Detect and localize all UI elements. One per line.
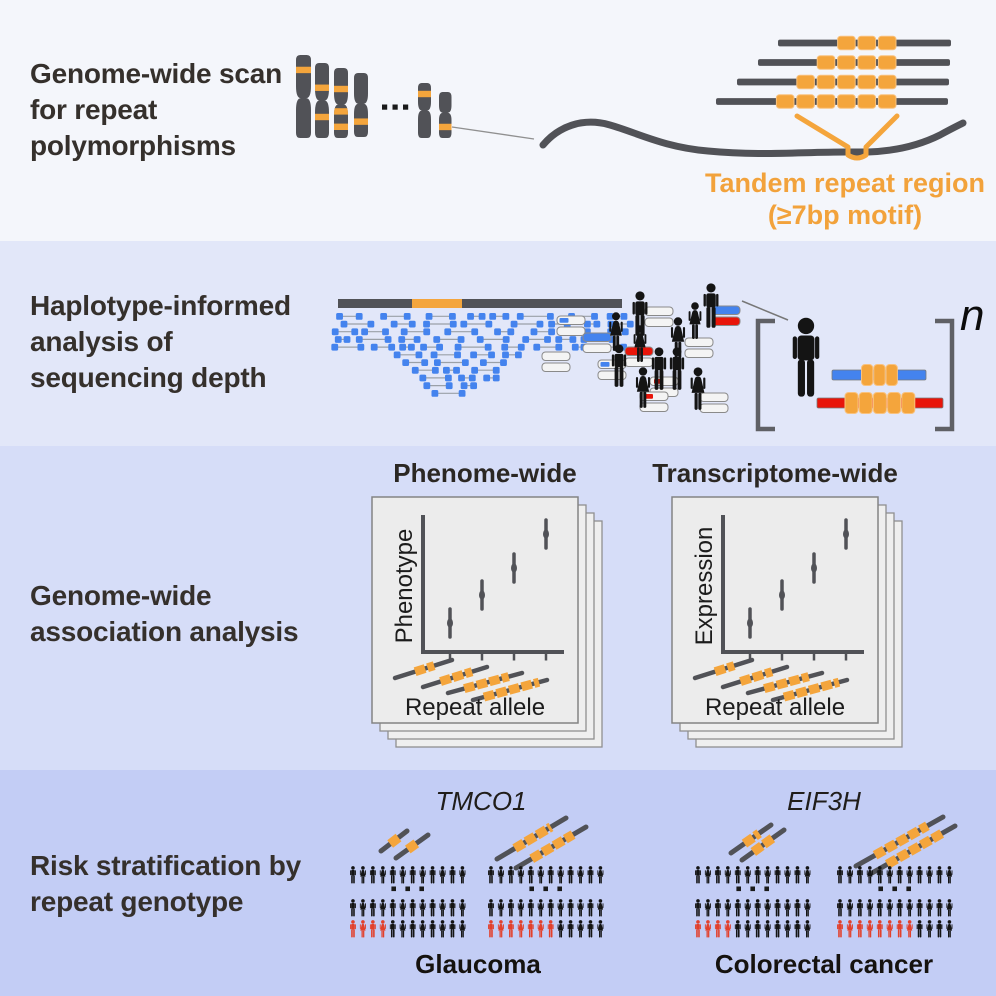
tandem-caption-line2: (≥7bp motif) [767,199,923,230]
panel2-title: Haplotype-informed analysis of sequencin… [30,290,291,393]
phenome-card-title: Phenome-wide [393,458,577,488]
individual-haplotypes-graphic [755,317,955,432]
repeat-allele-axis-label-2: Repeat allele [704,694,846,721]
phenotype-axis-label: Phenotype [391,528,418,644]
gene-label-tmco1: TMCO1 [435,786,527,816]
panel1-title: Genome-wide scan for repeat polymorphism… [30,58,282,161]
tandem-caption: Tandem repeat region (≥7bp motif) [690,168,996,232]
chromosomes-graphic [296,55,535,140]
risk-group-crowds-graphic [350,814,958,938]
disease-label-colorectal: Colorectal cancer [714,949,934,979]
tandem-caption-line1: Tandem repeat region [704,168,986,198]
tandem-repeat-region-graphic [539,35,967,161]
panel3-title: Genome-wide association analysis [30,580,299,647]
cohort-crowd-graphic [541,283,789,413]
transcriptome-card-title: Transcriptome-wide [652,458,898,488]
panel-risk-stratification [0,770,996,996]
sample-size-n-label: n [960,291,985,340]
panel4-title: Risk stratification by repeat genotype [30,850,302,917]
repeat-allele-axis-label-1: Repeat allele [404,694,546,721]
expression-axis-label: Expression [691,526,718,646]
gene-label-eif3h: EIF3H [787,786,861,816]
disease-label-glaucoma: Glaucoma [415,949,541,979]
panel-haplotype-depth [0,241,996,446]
association-plot-cards-graphic [371,496,903,748]
